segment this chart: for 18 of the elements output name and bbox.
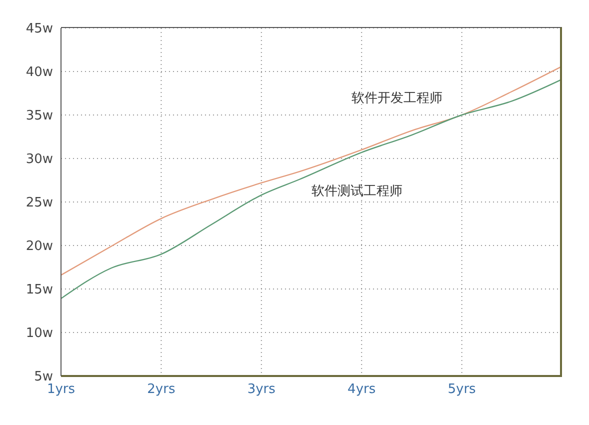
y-tick-label: 45w: [26, 22, 54, 37]
y-tick-label: 40w: [26, 65, 54, 80]
y-tick-label: 20w: [26, 239, 54, 254]
x-tick-label: 4yrs: [348, 382, 376, 398]
x-tick-label: 2yrs: [147, 382, 176, 398]
x-tick-label: 1yrs: [46, 382, 76, 398]
y-tick-label: 30w: [26, 152, 54, 168]
y-tick-label: 35w: [26, 108, 54, 124]
series-label: 软件开发工程师: [352, 90, 443, 107]
line-series: [61, 78, 562, 300]
y-tick-label: 25w: [26, 196, 54, 211]
x-tick-label: 3yrs: [247, 382, 276, 398]
y-tick-label: 5w: [34, 370, 54, 385]
y-tick-label: 15w: [26, 282, 54, 298]
y-tick-label: 10w: [26, 326, 54, 342]
line-series: [61, 66, 562, 276]
series-label: 软件测试工程师: [312, 183, 403, 200]
x-tick-label: 5yrs: [448, 382, 476, 398]
